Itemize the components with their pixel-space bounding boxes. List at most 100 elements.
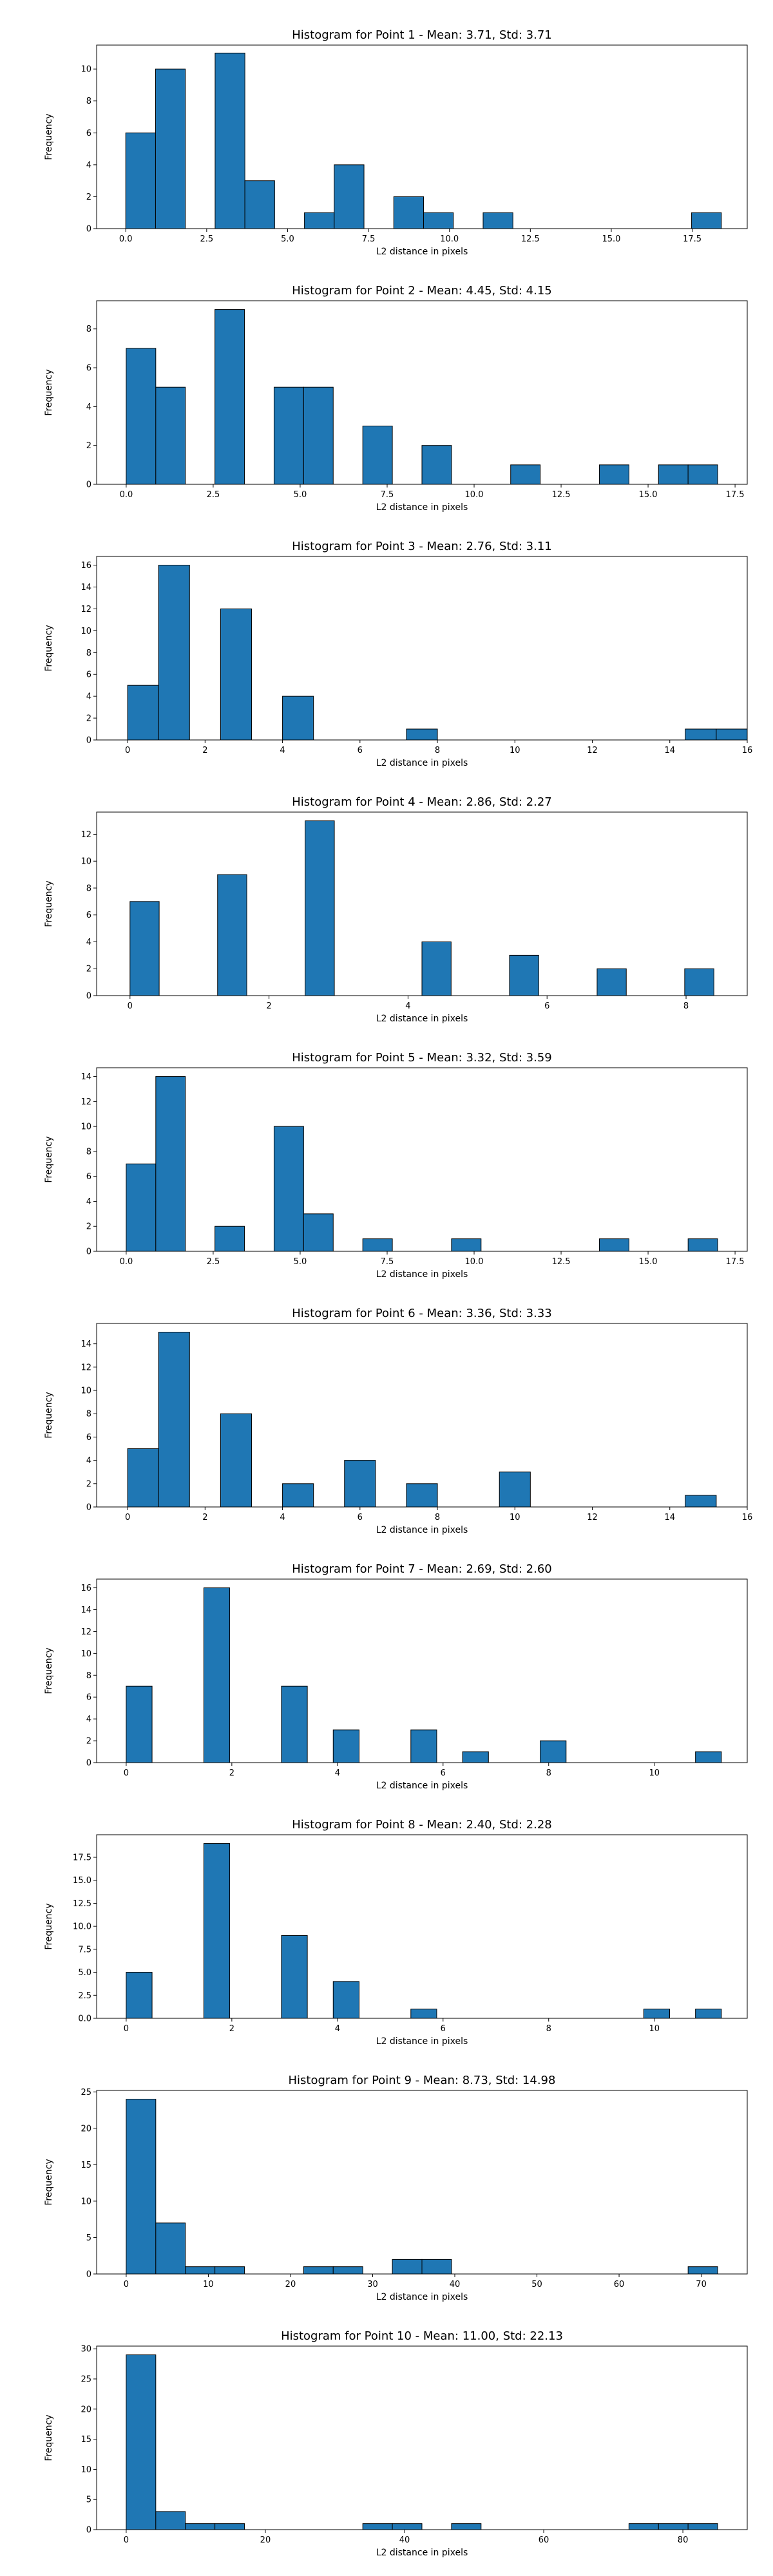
plot-frame — [96, 1323, 748, 1508]
y-tick-label: 10 — [81, 65, 91, 75]
y-tick-label: 10 — [81, 1387, 91, 1396]
y-tick-label: 20 — [81, 2124, 91, 2134]
histogram-bar — [482, 212, 513, 229]
x-axis-label: L2 distance in pixels — [376, 1269, 468, 1280]
x-tick-label: 10.0 — [440, 234, 459, 244]
y-tick-label: 2 — [86, 965, 91, 974]
histogram-bar — [406, 1483, 438, 1508]
chart-title: Histogram for Point 2 - Mean: 4.45, Std:… — [292, 284, 552, 298]
histogram-bar — [332, 1981, 359, 2019]
y-tick-label: 0 — [86, 736, 91, 746]
x-tick-label: 2.5 — [207, 490, 220, 500]
y-tick-label: 2 — [86, 1479, 91, 1489]
histogram-bar — [421, 445, 452, 485]
x-tick-label: 60 — [614, 2280, 625, 2289]
y-tick-label: 5 — [86, 2496, 91, 2505]
chart-panel-7: Histogram for Point 7 - Mean: 2.69, Std:… — [44, 1562, 748, 1791]
histogram-bar — [220, 1413, 252, 1508]
histogram-bar — [332, 2266, 363, 2275]
x-tick-label: 15.0 — [639, 490, 658, 500]
histogram-bar — [155, 2511, 186, 2530]
x-tick-label: 10 — [510, 746, 520, 755]
histogram-bar — [344, 1460, 376, 1508]
y-tick-label: 6 — [86, 911, 91, 920]
plot-frame — [96, 1578, 748, 1763]
y-tick-label: 16 — [81, 561, 91, 571]
x-tick-label: 4 — [280, 1513, 285, 1522]
y-tick-label: 20 — [81, 2405, 91, 2414]
x-tick-label: 7.5 — [381, 490, 394, 500]
histogram-bar — [158, 1332, 190, 1508]
chart-panel-2: Histogram for Point 2 - Mean: 4.45, Std:… — [44, 284, 748, 513]
x-tick-label: 15.0 — [639, 1257, 658, 1267]
y-tick-label: 2 — [86, 714, 91, 724]
histogram-bar — [305, 820, 335, 996]
y-tick-label: 0 — [86, 1247, 91, 1257]
x-tick-label: 5.0 — [281, 234, 294, 244]
histogram-bar — [687, 464, 718, 485]
y-axis-label: Frequency — [44, 1903, 54, 1949]
y-tick-label: 12 — [81, 605, 91, 614]
chart-title: Histogram for Point 7 - Mean: 2.69, Std:… — [292, 1562, 552, 1576]
y-axis-label: Frequency — [44, 625, 54, 671]
histogram-bar — [303, 386, 334, 485]
chart-title: Histogram for Point 10 - Mean: 11.00, St… — [281, 2329, 563, 2343]
histogram-bar — [155, 1076, 186, 1252]
y-tick-label: 6 — [86, 1433, 91, 1443]
y-tick-label: 0 — [86, 2270, 91, 2280]
histogram-bar — [129, 901, 160, 996]
x-tick-label: 8 — [683, 1001, 689, 1011]
y-tick-label: 30 — [81, 2345, 91, 2354]
histogram-bar — [628, 2523, 659, 2530]
chart-title: Histogram for Point 5 - Mean: 3.32, Std:… — [292, 1051, 552, 1065]
y-tick-label: 12 — [81, 1363, 91, 1372]
histogram-bar — [281, 1685, 308, 1763]
y-tick-label: 2 — [86, 1222, 91, 1232]
y-tick-label: 0 — [86, 225, 91, 234]
chart-panel-10: Histogram for Point 10 - Mean: 11.00, St… — [44, 2329, 748, 2558]
x-tick-label: 0 — [124, 1768, 129, 1778]
y-tick-label: 0 — [86, 480, 91, 490]
x-tick-label: 50 — [531, 2280, 542, 2289]
y-tick-label: 14 — [81, 583, 91, 592]
x-tick-label: 10.0 — [465, 1257, 484, 1267]
histogram-bar — [244, 180, 275, 229]
plot-frame — [96, 300, 748, 485]
histogram-bar — [273, 386, 304, 485]
histogram-bar — [126, 2354, 157, 2530]
x-tick-label: 10 — [510, 1513, 520, 1522]
histogram-bar — [509, 954, 539, 996]
y-tick-label: 10 — [81, 627, 91, 636]
histogram-bar — [126, 1972, 153, 2019]
chart-panel-4: Histogram for Point 4 - Mean: 2.86, Std:… — [44, 795, 748, 1024]
y-tick-label: 14 — [81, 1605, 91, 1615]
chart-title: Histogram for Point 8 - Mean: 2.40, Std:… — [292, 1818, 552, 1832]
x-tick-label: 8 — [546, 2024, 551, 2034]
histogram-bar — [203, 1843, 231, 2019]
histogram-bar — [462, 1751, 489, 1763]
x-tick-label: 17.5 — [683, 234, 701, 244]
y-tick-label: 8 — [86, 1410, 91, 1419]
histogram-bar — [304, 212, 335, 229]
x-axis-label: L2 distance in pixels — [376, 2548, 468, 2558]
histogram-bar — [421, 2259, 452, 2275]
histogram-bar — [362, 1238, 393, 1252]
histogram-bar — [332, 1729, 359, 1763]
histogram-bar — [687, 1238, 718, 1252]
chart-panel-5: Histogram for Point 5 - Mean: 3.32, Std:… — [44, 1051, 748, 1280]
x-tick-label: 2 — [229, 1768, 234, 1778]
y-tick-label: 6 — [86, 670, 91, 680]
histogram-bar — [215, 309, 245, 485]
y-tick-label: 7.5 — [78, 1945, 91, 1955]
y-tick-label: 8 — [86, 1671, 91, 1681]
y-tick-label: 6 — [86, 1693, 91, 1703]
histogram-bar — [598, 1238, 629, 1252]
x-tick-label: 16 — [742, 1513, 753, 1522]
x-tick-label: 4 — [280, 746, 285, 755]
histogram-bar — [220, 608, 252, 741]
plot-frame — [96, 1067, 748, 1252]
x-tick-label: 8 — [546, 1768, 551, 1778]
x-tick-label: 4 — [335, 2024, 340, 2034]
x-tick-label: 14 — [664, 1513, 675, 1522]
y-tick-label: 8 — [86, 97, 91, 106]
